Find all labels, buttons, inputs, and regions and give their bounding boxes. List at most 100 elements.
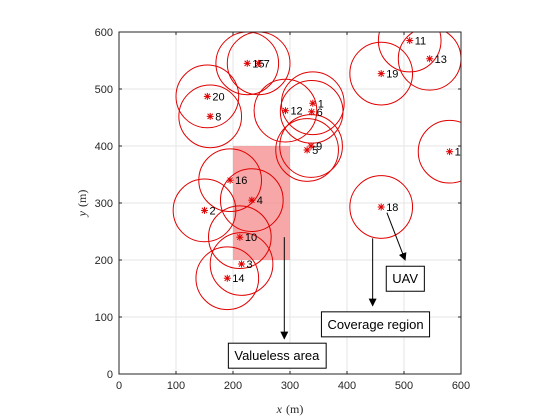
uav-point: 3 [238, 259, 253, 271]
uav-point: 19 [377, 69, 398, 81]
y-tick-label: 600 [95, 27, 113, 39]
annotation-arrow [386, 212, 407, 261]
y-tick-label: 500 [95, 84, 113, 96]
uav-point: 17 [446, 147, 467, 159]
uav-label: 10 [245, 232, 257, 244]
x-tick-label: 200 [224, 380, 242, 392]
y-axis-unit: (m) [75, 190, 89, 207]
x-tick-label: 600 [452, 380, 470, 392]
uav-label: 11 [415, 36, 426, 48]
annotations: Valueless area Coverage region UAV [227, 212, 431, 369]
uav-marker [309, 100, 316, 107]
uav-marker [224, 275, 231, 282]
uav-point: 2 [201, 205, 216, 217]
uav-point: 9 [307, 141, 322, 153]
coverage-circle [207, 205, 272, 270]
valueless-area [233, 146, 290, 260]
coverage-circle [417, 119, 461, 184]
uav-point: 13 [426, 54, 447, 66]
uav-label: 17 [455, 147, 467, 159]
uav-point: 20 [203, 91, 225, 103]
uav-label: 7 [264, 58, 270, 70]
x-axis-label: x (m) [276, 402, 304, 416]
uav-label: 19 [386, 69, 398, 81]
uav-marker [248, 197, 255, 204]
uav-label: 18 [386, 202, 398, 214]
annotation-box: Coverage region [320, 311, 431, 338]
ticks: 0 100 200 300 400 500 600 0 100 200 300 400 500 600 [95, 27, 471, 392]
uav-label: 6 [317, 107, 323, 119]
uav-point: 10 [236, 232, 257, 244]
uav-point: 12 [281, 106, 303, 118]
coverage-circle [349, 41, 414, 106]
x-axis-unit: (m) [286, 402, 303, 416]
coverage-circle [377, 32, 442, 73]
y-tick-label: 300 [95, 198, 113, 210]
uav-label: 13 [435, 54, 447, 66]
annotation-frame [385, 265, 425, 292]
coverage-circle [215, 32, 280, 96]
uav-marker [204, 93, 211, 100]
uav-marker [378, 204, 385, 210]
uav-label: 2 [210, 205, 216, 217]
y-axis-var: y [75, 210, 89, 217]
annotation-frame [227, 342, 327, 369]
coverage-circle [175, 64, 240, 129]
uav-point: 16 [226, 175, 247, 187]
coverage-circle [349, 175, 414, 239]
coverage-circle [198, 148, 262, 213]
coverage-circle [253, 78, 318, 143]
uav-label: 3 [247, 259, 253, 271]
uav-label: 9 [316, 141, 322, 153]
uav-point: 1 [309, 98, 324, 110]
coverage-circle [279, 114, 343, 178]
uav-point: 8 [206, 111, 221, 123]
annotation-text: Coverage region [327, 317, 423, 332]
x-axis-var: x [276, 402, 283, 416]
uav-label: 20 [212, 91, 224, 103]
uav-label: 16 [235, 175, 247, 187]
uav-label: 5 [312, 145, 318, 157]
y-tick-label: 200 [95, 255, 113, 267]
uav-marker [406, 37, 413, 44]
uav-point: 18 [377, 202, 398, 214]
x-tick-label: 300 [281, 380, 299, 392]
coverage-circle [209, 232, 274, 296]
uav-point: 6 [308, 107, 323, 119]
y-axis-label: y (m) [75, 190, 89, 218]
x-tick-label: 100 [167, 380, 185, 392]
uav-marker [244, 60, 251, 67]
uav-point: 14 [223, 273, 245, 285]
y-tick-label: 400 [95, 141, 113, 153]
x-tick-label: 500 [395, 380, 413, 392]
uav-label: 1 [318, 98, 324, 110]
annotation-box: UAV [385, 265, 425, 292]
uav-marker [255, 60, 262, 67]
coverage-circle [279, 79, 344, 144]
annotation-text: Valueless area [234, 348, 320, 363]
uav-marker [201, 207, 208, 214]
uav-label: 8 [215, 111, 221, 123]
uav-marker [238, 261, 245, 267]
uav-marker [207, 113, 214, 120]
uav-marker [378, 70, 385, 77]
uav-marker [282, 107, 289, 114]
uav-label: 12 [290, 106, 302, 118]
uav-label: 14 [232, 273, 244, 285]
uav-label: 15 [252, 58, 264, 70]
uav-point: 7 [255, 58, 270, 70]
uav-marker [426, 55, 433, 62]
uav-marker [308, 143, 315, 149]
uav-point: 11 [406, 36, 426, 48]
uav-marker [308, 108, 315, 115]
annotation-text: UAV [392, 271, 418, 286]
annotation-frame [320, 311, 431, 338]
uav-point: 4 [248, 195, 263, 207]
x-tick-label: 400 [338, 380, 356, 392]
coverage-circle [275, 118, 339, 182]
uav-marker [227, 177, 234, 184]
annotation-box: Valueless area [227, 342, 327, 369]
coverage-circle [219, 168, 284, 232]
